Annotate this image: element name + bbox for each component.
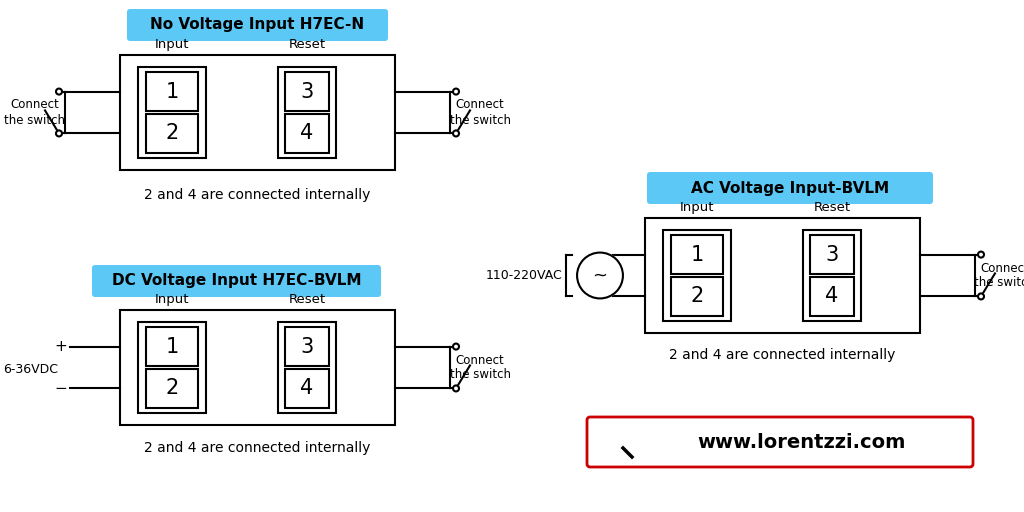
Text: ~: ~ bbox=[593, 267, 607, 285]
Bar bbox=[278, 322, 336, 413]
FancyBboxPatch shape bbox=[647, 172, 933, 204]
Text: 3: 3 bbox=[825, 245, 839, 265]
FancyBboxPatch shape bbox=[92, 265, 381, 297]
Bar bbox=[810, 236, 854, 274]
Text: 6-36VDC: 6-36VDC bbox=[3, 363, 58, 376]
Text: +: + bbox=[54, 339, 67, 354]
Text: DC Voltage Input H7EC-BVLM: DC Voltage Input H7EC-BVLM bbox=[112, 273, 361, 288]
Bar bbox=[120, 55, 395, 170]
Text: Input: Input bbox=[155, 293, 189, 306]
Circle shape bbox=[56, 89, 62, 95]
Bar bbox=[146, 73, 198, 111]
Text: −: − bbox=[54, 381, 67, 396]
Text: 3: 3 bbox=[300, 81, 313, 101]
Text: No Voltage Input H7EC-N: No Voltage Input H7EC-N bbox=[151, 17, 365, 32]
Bar bbox=[146, 369, 198, 408]
Text: 4: 4 bbox=[300, 123, 313, 143]
Text: Reset: Reset bbox=[289, 38, 326, 51]
Text: 2 and 4 are connected internally: 2 and 4 are connected internally bbox=[670, 348, 896, 362]
Bar bbox=[285, 73, 329, 111]
Text: 2: 2 bbox=[165, 123, 178, 143]
Text: 1: 1 bbox=[165, 336, 178, 356]
Circle shape bbox=[453, 344, 459, 350]
Circle shape bbox=[453, 89, 459, 95]
Text: 3: 3 bbox=[300, 336, 313, 356]
Bar bbox=[285, 114, 329, 153]
Bar bbox=[671, 236, 723, 274]
Bar bbox=[146, 328, 198, 366]
Text: 1: 1 bbox=[690, 245, 703, 265]
Text: 1: 1 bbox=[165, 81, 178, 101]
Circle shape bbox=[56, 131, 62, 136]
Text: Reset: Reset bbox=[289, 293, 326, 306]
FancyBboxPatch shape bbox=[587, 417, 973, 467]
Bar bbox=[278, 67, 336, 158]
Bar bbox=[120, 310, 395, 425]
Text: 2: 2 bbox=[690, 286, 703, 306]
Bar bbox=[663, 230, 731, 321]
Text: 110-220VAC: 110-220VAC bbox=[485, 269, 562, 282]
Text: Connect
the switch: Connect the switch bbox=[450, 353, 511, 381]
Text: AC Voltage Input-BVLM: AC Voltage Input-BVLM bbox=[691, 181, 889, 196]
Circle shape bbox=[978, 293, 984, 300]
Text: Input: Input bbox=[155, 38, 189, 51]
Text: www.lorentzzi.com: www.lorentzzi.com bbox=[697, 433, 906, 452]
Circle shape bbox=[607, 433, 625, 451]
Bar bbox=[803, 230, 861, 321]
Text: 2 and 4 are connected internally: 2 and 4 are connected internally bbox=[144, 188, 371, 202]
Text: 2: 2 bbox=[165, 378, 178, 398]
Text: Connect
the switch: Connect the switch bbox=[975, 262, 1024, 289]
Text: 4: 4 bbox=[300, 378, 313, 398]
Text: 4: 4 bbox=[825, 286, 839, 306]
Bar bbox=[671, 278, 723, 315]
Circle shape bbox=[453, 131, 459, 136]
Text: Connect
the switch: Connect the switch bbox=[450, 98, 511, 126]
Text: Input: Input bbox=[680, 201, 715, 214]
Circle shape bbox=[578, 252, 623, 298]
Text: Connect
the switch: Connect the switch bbox=[4, 98, 66, 126]
FancyBboxPatch shape bbox=[127, 9, 388, 41]
Text: 2 and 4 are connected internally: 2 and 4 are connected internally bbox=[144, 441, 371, 455]
Bar bbox=[138, 322, 206, 413]
Bar bbox=[138, 67, 206, 158]
Bar bbox=[645, 218, 920, 333]
Bar bbox=[285, 328, 329, 366]
Bar bbox=[146, 114, 198, 153]
Circle shape bbox=[453, 386, 459, 392]
Bar bbox=[810, 278, 854, 315]
Bar bbox=[285, 369, 329, 408]
Circle shape bbox=[978, 251, 984, 258]
Text: Reset: Reset bbox=[813, 201, 851, 214]
